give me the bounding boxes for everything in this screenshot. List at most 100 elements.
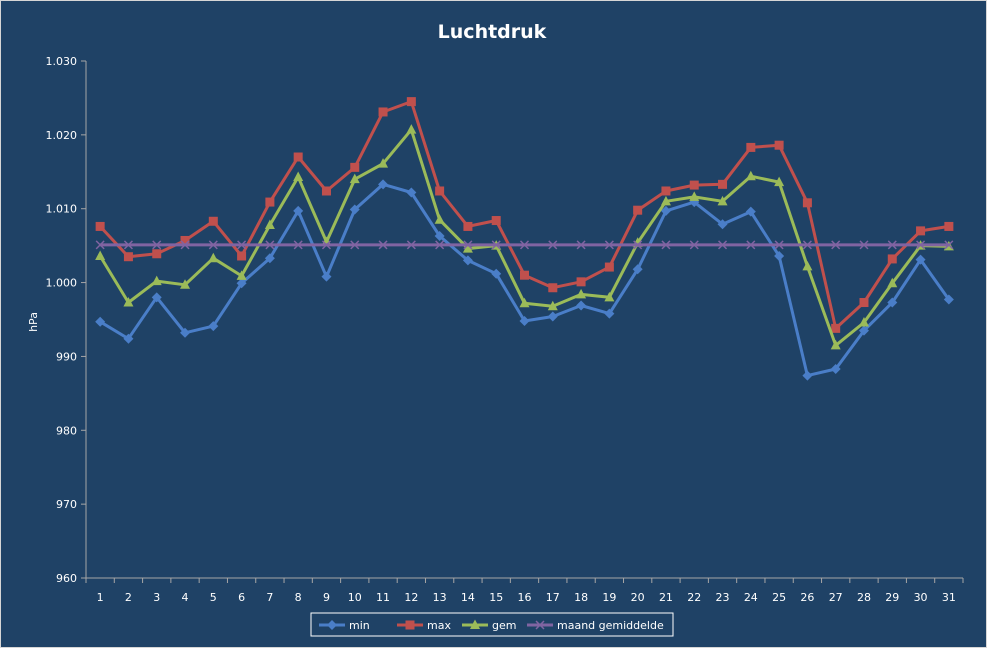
data-point-maand-gemiddelde <box>123 240 133 250</box>
data-point-min <box>434 231 445 242</box>
data-point-min <box>547 311 558 322</box>
data-point-max <box>576 277 586 287</box>
data-point-gem <box>547 300 558 311</box>
x-tick-label: 19 <box>602 591 616 604</box>
legend-label: gem <box>492 619 516 632</box>
x-tick-label: 10 <box>348 591 362 604</box>
data-point-maand-gemiddelde <box>774 240 784 250</box>
data-point-max <box>321 186 331 196</box>
data-point-maand-gemiddelde <box>689 240 699 250</box>
legend-marker <box>535 620 545 630</box>
data-point-max <box>95 221 105 231</box>
data-point-min <box>858 325 869 336</box>
x-tick-label: 15 <box>489 591 503 604</box>
data-point-min <box>406 187 417 198</box>
data-point-gem <box>887 277 898 288</box>
data-point-gem <box>123 297 134 307</box>
data-point-gem <box>264 219 275 229</box>
x-tick-label: 28 <box>857 591 871 604</box>
data-point-gem <box>151 275 162 286</box>
legend-item-gem: gem <box>462 619 516 632</box>
data-point-gem <box>180 279 191 289</box>
data-point-maand-gemiddelde <box>95 240 105 250</box>
x-tick-label: 17 <box>546 591 560 604</box>
data-point-max <box>208 216 218 226</box>
data-point-min <box>264 253 275 264</box>
data-point-min <box>802 370 813 381</box>
data-point-min <box>604 308 615 319</box>
x-tick-label: 30 <box>914 591 928 604</box>
data-point-max <box>123 252 133 262</box>
x-tick-label: 1 <box>97 591 104 604</box>
y-tick-label: 1.010 <box>46 203 78 216</box>
data-point-gem <box>349 173 360 184</box>
data-point-maand-gemiddelde <box>661 240 671 250</box>
legend-marker <box>470 619 480 629</box>
data-point-max <box>463 221 473 231</box>
data-point-min <box>462 255 473 266</box>
chart-title: Luchtdruk <box>438 21 547 43</box>
data-point-maand-gemiddelde <box>293 240 303 250</box>
x-tick-label: 25 <box>772 591 786 604</box>
data-point-maand-gemiddelde <box>802 240 812 250</box>
x-tick-label: 7 <box>266 591 273 604</box>
data-point-maand-gemiddelde <box>831 240 841 250</box>
data-point-max <box>746 142 756 152</box>
data-point-gem <box>406 124 417 134</box>
legend-label: max <box>427 619 451 632</box>
data-point-max <box>661 186 671 196</box>
data-point-maand-gemiddelde <box>435 240 445 250</box>
legend-marker <box>327 620 337 630</box>
data-point-maand-gemiddelde <box>237 240 247 250</box>
data-point-maand-gemiddelde <box>491 240 501 250</box>
data-point-max <box>435 186 445 196</box>
data-point-min <box>180 327 191 338</box>
data-point-min <box>236 278 247 289</box>
x-tick-label: 2 <box>125 591 132 604</box>
data-point-maand-gemiddelde <box>180 240 190 250</box>
data-point-maand-gemiddelde <box>463 240 473 250</box>
data-point-max <box>265 197 275 207</box>
data-point-min <box>576 300 587 311</box>
data-point-min <box>349 204 360 215</box>
data-point-gem <box>858 316 869 327</box>
data-point-gem <box>660 195 671 206</box>
y-tick-label: 960 <box>56 572 77 585</box>
x-tick-label: 4 <box>182 591 189 604</box>
data-point-maand-gemiddelde <box>859 240 869 250</box>
x-tick-label: 22 <box>687 591 701 604</box>
data-point-min <box>95 316 106 327</box>
legend: min max gem maand gemiddelde <box>310 612 674 637</box>
data-point-gem <box>293 171 304 181</box>
data-point-max <box>237 251 247 261</box>
y-axis-label: hPa <box>27 312 40 332</box>
legend-label: min <box>349 619 370 632</box>
data-point-maand-gemiddelde <box>718 240 728 250</box>
data-point-min <box>830 363 841 374</box>
data-point-min <box>151 292 162 303</box>
x-tick-label: 27 <box>829 591 843 604</box>
data-point-gem <box>774 176 785 187</box>
data-point-max <box>548 283 558 293</box>
data-point-maand-gemiddelde <box>576 240 586 250</box>
data-point-max <box>406 97 416 107</box>
data-point-min <box>717 219 728 230</box>
data-point-max <box>831 323 841 333</box>
data-point-max <box>378 107 388 117</box>
y-tick-label: 1.030 <box>46 55 78 68</box>
legend-label: maand gemiddelde <box>557 619 664 632</box>
x-tick-label: 31 <box>942 591 956 604</box>
data-point-max <box>802 198 812 208</box>
data-point-min <box>123 333 134 344</box>
data-point-gem <box>745 170 756 181</box>
x-tick-label: 26 <box>800 591 814 604</box>
data-point-max <box>491 216 501 226</box>
data-point-maand-gemiddelde <box>406 240 416 250</box>
data-point-gem <box>519 297 530 308</box>
data-point-maand-gemiddelde <box>350 240 360 250</box>
x-tick-label: 12 <box>404 591 418 604</box>
data-point-gem <box>717 195 728 206</box>
data-point-min <box>491 268 502 279</box>
